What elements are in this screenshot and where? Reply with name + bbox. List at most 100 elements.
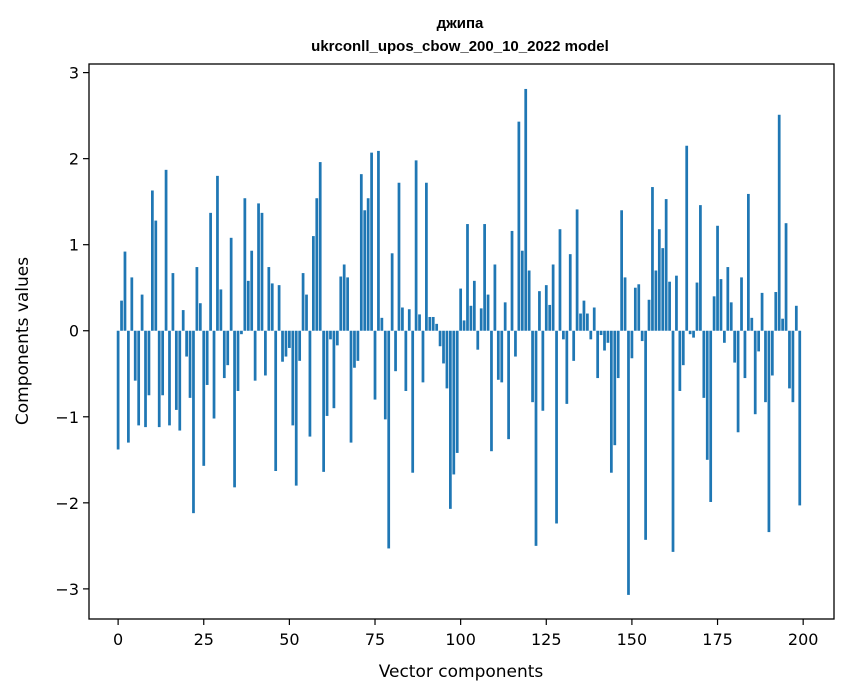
x-tick-label: 200 [788,630,819,649]
bar-168 [692,330,695,338]
bar-197 [791,330,795,403]
bar-34 [233,330,236,488]
bar-75 [373,330,377,400]
bar-57 [311,236,315,331]
bar-35 [236,330,240,391]
bar-189 [764,330,767,403]
bar-105 [476,330,480,350]
x-tick-label: 0 [113,630,123,649]
bar-15 [168,330,171,426]
bar-36 [240,330,243,335]
bar-11 [154,220,158,331]
bar-64 [335,330,339,346]
bar-72 [363,210,367,331]
x-tick-label: 25 [194,630,214,649]
bar-76 [377,150,380,331]
bar-52 [294,330,298,486]
bar-1 [120,300,123,331]
bar-133 [572,330,576,361]
bar-51 [291,330,295,426]
bar-176 [719,279,723,331]
bar-23 [195,267,199,331]
bar-38 [246,280,250,331]
bar-158 [657,229,661,331]
bar-41 [257,203,260,331]
bar-142 [603,330,606,351]
bar-67 [346,277,349,331]
bar-32 [226,330,230,366]
bar-68 [349,330,353,443]
bar-86 [411,330,415,473]
bar-16 [171,273,175,331]
bar-77 [380,317,384,331]
bar-4 [130,277,134,331]
bar-129 [558,229,562,331]
bar-20 [185,330,188,357]
bar-165 [681,330,685,366]
bar-182 [740,277,743,331]
x-axis-ticks: 0 25 50 75 100 125 150 175 200 [113,619,818,649]
bar-112 [500,330,504,383]
bar-196 [788,330,791,389]
bar-137 [586,313,589,331]
bar-114 [507,330,510,440]
bar-14 [164,169,168,331]
bar-134 [575,209,579,331]
bar-84 [404,330,408,391]
bar-78 [383,330,387,420]
bar-162 [671,330,675,552]
bar-126 [548,304,552,331]
bar-193 [777,114,781,331]
bar-19 [181,310,185,331]
bar-10 [151,190,154,331]
bar-29 [216,175,219,331]
bar-153 [640,330,644,342]
bar-102 [466,224,469,331]
y-axis-label: Components values [13,257,33,425]
bar-169 [695,282,699,331]
bar-54 [301,273,305,331]
bar-122 [534,330,538,546]
bar-187 [757,330,761,352]
bar-171 [702,330,706,398]
bar-40 [253,330,257,381]
bar-62 [329,330,332,340]
y-tick-label: 0 [69,322,79,341]
bar-25 [202,330,206,466]
bar-21 [188,330,192,398]
bar-44 [267,267,271,331]
bar-148 [623,277,627,331]
bar-66 [342,264,346,331]
y-axis-ticks: −3 −2 −1 0 1 2 3 [55,64,89,599]
bar-109 [490,330,493,452]
bar-17 [174,330,178,410]
bar-178 [726,267,730,331]
bar-149 [627,330,630,595]
bar-123 [538,291,541,331]
bar-88 [418,314,421,331]
x-axis-label: Vector components [379,662,544,682]
bar-179 [729,302,733,331]
bar-138 [589,330,593,340]
bar-87 [414,160,418,331]
bar-116 [514,330,517,357]
bar-83 [401,307,404,331]
bar-177 [723,330,726,343]
bar-56 [308,330,312,437]
bar-115 [510,230,514,331]
bar-46 [274,330,278,471]
bar-170 [699,205,702,331]
bar-89 [421,330,425,383]
y-tick-label: 2 [69,150,79,169]
bar-93 [435,323,439,331]
bar-192 [774,292,778,331]
bar-117 [517,121,521,331]
bar-174 [712,296,716,331]
bar-143 [606,330,610,343]
bar-106 [479,308,483,331]
bar-185 [750,317,754,331]
y-tick-label: 1 [69,236,79,255]
bar-81 [394,330,397,372]
bar-42 [260,212,264,331]
bar-166 [685,145,689,331]
